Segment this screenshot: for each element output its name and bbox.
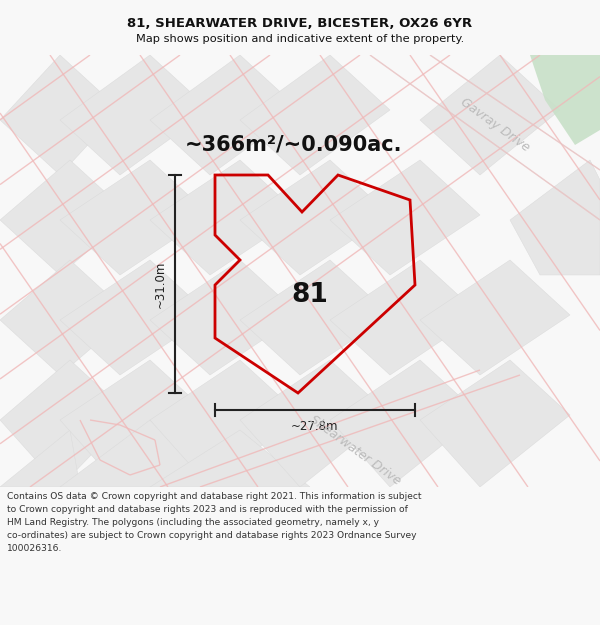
Polygon shape [0,260,130,375]
Polygon shape [150,430,310,487]
Polygon shape [0,160,130,275]
Text: ~31.0m: ~31.0m [154,260,167,308]
Text: Contains OS data © Crown copyright and database right 2021. This information is : Contains OS data © Crown copyright and d… [7,492,422,501]
Text: Map shows position and indicative extent of the property.: Map shows position and indicative extent… [136,34,464,44]
Polygon shape [150,160,300,275]
Polygon shape [330,360,480,487]
Text: to Crown copyright and database rights 2023 and is reproduced with the permissio: to Crown copyright and database rights 2… [7,505,408,514]
Polygon shape [60,360,210,487]
Text: ~366m²/~0.090ac.: ~366m²/~0.090ac. [185,135,403,155]
Polygon shape [240,160,390,275]
Polygon shape [240,360,390,487]
Polygon shape [0,430,80,487]
Polygon shape [240,260,390,375]
Polygon shape [330,160,480,275]
Polygon shape [60,160,210,275]
Text: co-ordinates) are subject to Crown copyright and database rights 2023 Ordnance S: co-ordinates) are subject to Crown copyr… [7,531,416,540]
Polygon shape [420,360,570,487]
Polygon shape [530,55,600,145]
Text: 81, SHEARWATER DRIVE, BICESTER, OX26 6YR: 81, SHEARWATER DRIVE, BICESTER, OX26 6YR [127,17,473,30]
Polygon shape [240,55,390,175]
Polygon shape [330,260,480,375]
Polygon shape [510,160,600,275]
Polygon shape [420,260,570,375]
Polygon shape [150,55,300,175]
Text: 100026316.: 100026316. [7,544,62,553]
Polygon shape [0,55,120,175]
Polygon shape [60,420,220,487]
Polygon shape [60,260,210,375]
Polygon shape [150,360,300,487]
Polygon shape [420,55,560,175]
Polygon shape [150,260,300,375]
Text: HM Land Registry. The polygons (including the associated geometry, namely x, y: HM Land Registry. The polygons (includin… [7,518,379,527]
Polygon shape [0,360,130,487]
Text: Gavray Drive: Gavray Drive [458,96,532,154]
Text: Shearwater Drive: Shearwater Drive [307,412,403,488]
Text: 81: 81 [292,282,328,308]
Polygon shape [60,55,210,175]
Text: ~27.8m: ~27.8m [291,420,339,433]
